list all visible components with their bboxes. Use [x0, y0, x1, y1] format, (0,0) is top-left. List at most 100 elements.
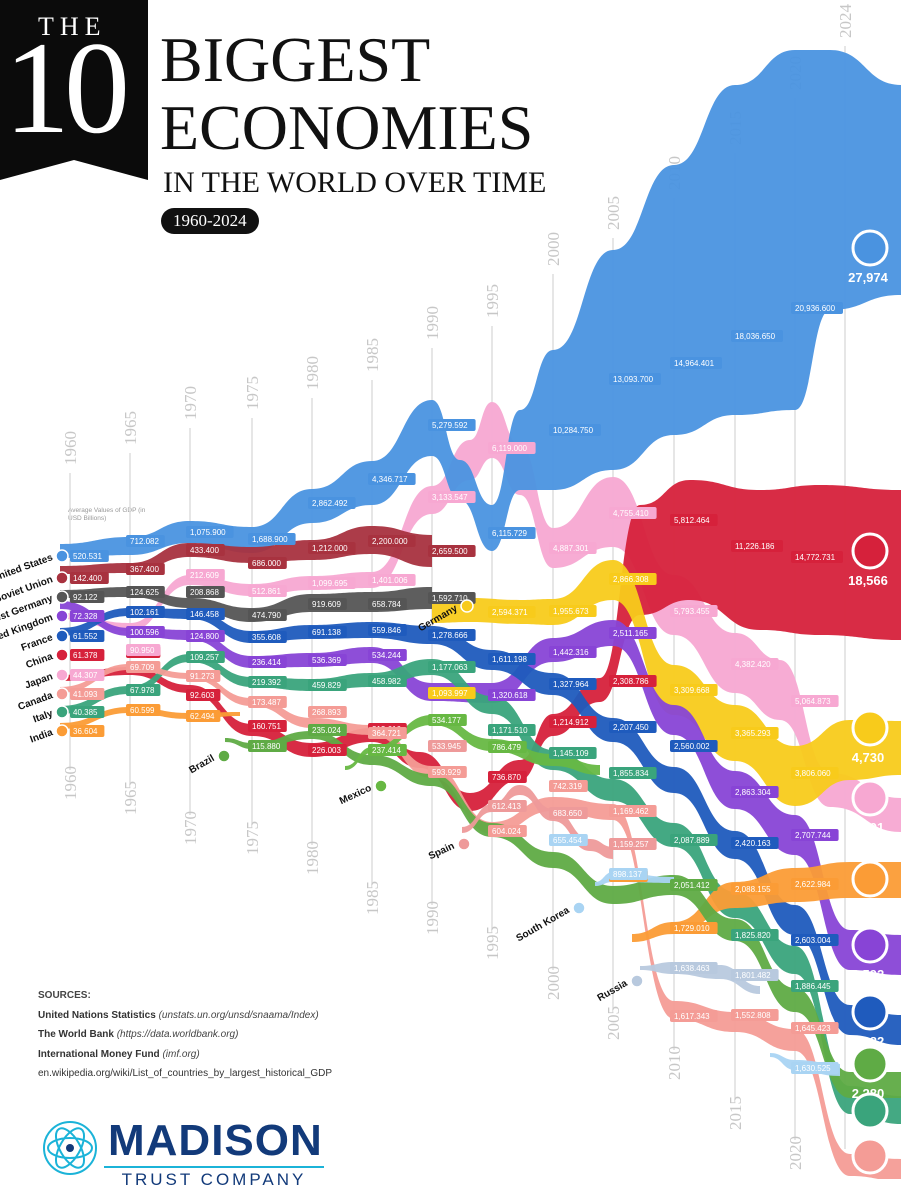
value-pill: [126, 684, 161, 696]
value-label: 655.454: [553, 836, 582, 845]
value-pill: [428, 629, 476, 641]
value-label: 1,159.257: [613, 840, 649, 849]
value-label: 237.414: [372, 746, 401, 755]
flag-icon: [374, 779, 388, 793]
year-label-bottom: 1990: [423, 901, 442, 935]
year-label-bottom: 1975: [243, 821, 262, 855]
final-value: 4,291: [852, 820, 885, 835]
value-pill: [248, 609, 287, 621]
value-label: 61.378: [73, 651, 98, 660]
value-pill: [126, 586, 165, 598]
value-label: 2,603.004: [795, 936, 831, 945]
value-label: 2,200.000: [372, 537, 408, 546]
year-label-bottom: 1970: [181, 811, 200, 845]
year-label-top: 1990: [423, 306, 442, 340]
value-label: 593.929: [432, 768, 461, 777]
title-ten: 10: [4, 14, 130, 161]
value-label: 1,801.482: [735, 971, 771, 980]
value-pill: [308, 724, 347, 736]
year-label-bottom: 1985: [363, 881, 382, 915]
source-item[interactable]: United Nations Statistics (unstats.un.or…: [38, 1006, 332, 1026]
flag-icon: [851, 993, 889, 1031]
sources-block: SOURCES: United Nations Statistics (unst…: [38, 986, 332, 1084]
value-pill: [70, 706, 105, 718]
value-label: 604.024: [492, 827, 521, 836]
value-label: 1,645.423: [795, 1024, 831, 1033]
value-pill: [549, 542, 597, 554]
value-label: 433.400: [190, 546, 219, 555]
value-pill: [488, 800, 527, 812]
value-pill: [549, 834, 588, 846]
value-label: 146.458: [190, 610, 219, 619]
value-pill: [791, 767, 839, 779]
year-label-top: 1960: [61, 431, 80, 465]
year-label-top: 2024: [836, 4, 855, 39]
title-line-2: ECONOMIES: [160, 92, 534, 163]
value-label: 2,207.450: [613, 723, 649, 732]
value-label: 160.751: [252, 722, 281, 731]
value-pill: [368, 727, 407, 739]
value-pill: [368, 473, 416, 485]
flag-icon: [851, 1137, 889, 1175]
value-pill: [248, 533, 296, 545]
country-label: Italy: [32, 708, 55, 725]
value-label: 536.369: [312, 656, 341, 665]
value-label: 1,886.445: [795, 982, 831, 991]
value-label: 559.846: [372, 626, 401, 635]
source-item[interactable]: en.wikipedia.org/wiki/List_of_countries_…: [38, 1064, 332, 1084]
value-pill: [670, 357, 722, 369]
value-pill: [368, 624, 407, 636]
value-pill: [70, 669, 105, 681]
value-label: 1,611.198: [492, 655, 528, 664]
value-pill: [609, 373, 661, 385]
value-pill: [70, 630, 105, 642]
value-pill: [428, 419, 476, 431]
value-pill: [609, 507, 657, 519]
value-label: 736.870: [492, 773, 521, 782]
value-pill: [248, 631, 287, 643]
year-label-top: 1980: [303, 356, 322, 390]
value-label: 691.138: [312, 628, 341, 637]
source-name: The World Bank: [38, 1029, 114, 1040]
value-label: 1,177.063: [432, 663, 468, 672]
value-pill: [248, 720, 287, 732]
value-pill: [488, 689, 536, 701]
value-label: 142.400: [73, 574, 102, 583]
year-label-bottom: 1995: [483, 926, 502, 960]
value-label: 367.400: [130, 565, 159, 574]
source-item[interactable]: The World Bank (https://data.worldbank.o…: [38, 1025, 332, 1045]
year-label-bottom: 2015: [726, 1096, 745, 1130]
value-label: 3,309.668: [674, 686, 710, 695]
value-label: 2,308.786: [613, 677, 649, 686]
country-label: China: [25, 651, 55, 671]
stream-united-states: [60, 50, 901, 558]
value-label: 512.861: [252, 587, 281, 596]
value-pill: [549, 678, 597, 690]
value-pill: [609, 767, 657, 779]
value-pill: [428, 661, 476, 673]
value-pill: [670, 922, 718, 934]
value-pill: [126, 563, 165, 575]
value-pill: [186, 689, 221, 701]
value-pill: [368, 598, 407, 610]
value-pill: [549, 605, 597, 617]
flag-icon: [851, 779, 889, 817]
year-label-bottom: 2005: [604, 1006, 623, 1040]
value-label: 1,320.618: [492, 691, 528, 700]
value-label: 1,093.997: [432, 689, 468, 698]
value-pill: [791, 1062, 839, 1074]
stream-brazil: [225, 731, 901, 1098]
source-item[interactable]: International Money Fund (imf.org): [38, 1045, 332, 1065]
value-pill: [248, 740, 287, 752]
value-pill: [549, 747, 597, 759]
value-pill: [791, 829, 839, 841]
value-label: 6,119.000: [492, 444, 528, 453]
flag-icon: [851, 1092, 889, 1130]
value-pill: [126, 644, 161, 656]
value-label: 14,772.731: [795, 553, 836, 562]
value-label: 1,630.525: [795, 1064, 831, 1073]
value-pill: [731, 658, 779, 670]
value-pill: [308, 497, 356, 509]
value-pill: [609, 573, 657, 585]
value-label: 364.721: [372, 729, 401, 738]
